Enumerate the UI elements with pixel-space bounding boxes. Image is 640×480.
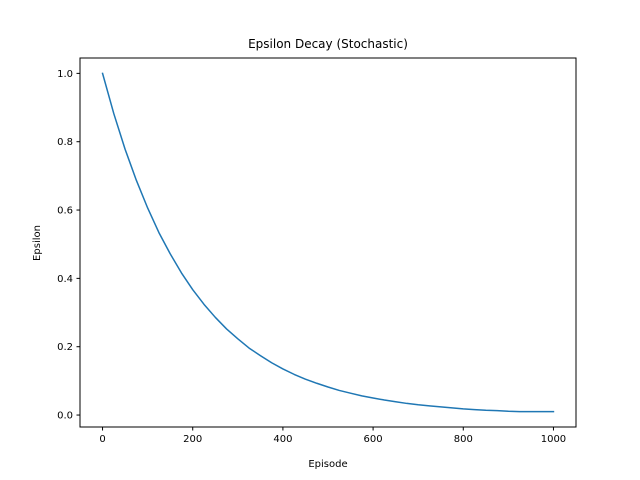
series-layer bbox=[101, 72, 555, 413]
y-tick-label: 0.6 bbox=[57, 206, 73, 217]
y-tick-label: 0.2 bbox=[57, 342, 73, 353]
plot-frame bbox=[79, 57, 577, 428]
series-line-epsilon bbox=[101, 72, 555, 413]
y-tick-label: 0.4 bbox=[57, 274, 73, 285]
x-tick-label: 400 bbox=[273, 434, 292, 445]
y-axis-label: Epsilon bbox=[32, 225, 43, 261]
x-tick-label: 600 bbox=[364, 434, 383, 445]
chart-title: Epsilon Decay (Stochastic) bbox=[248, 37, 408, 51]
y-tick-label: 1.0 bbox=[57, 69, 73, 80]
y-tick-label: 0.8 bbox=[57, 137, 73, 148]
ticks-layer: 0 200 400 600 800 1000 0.0 0.2 0.4 0.6 0.8 1.0 bbox=[57, 69, 566, 445]
x-tick-label: 800 bbox=[454, 434, 473, 445]
x-tick-label: 0 bbox=[99, 434, 105, 445]
x-axis-label: Episode bbox=[308, 459, 347, 470]
x-tick-label: 200 bbox=[183, 434, 202, 445]
y-tick-label: 0.0 bbox=[57, 411, 73, 422]
x-tick-label: 1000 bbox=[541, 434, 566, 445]
